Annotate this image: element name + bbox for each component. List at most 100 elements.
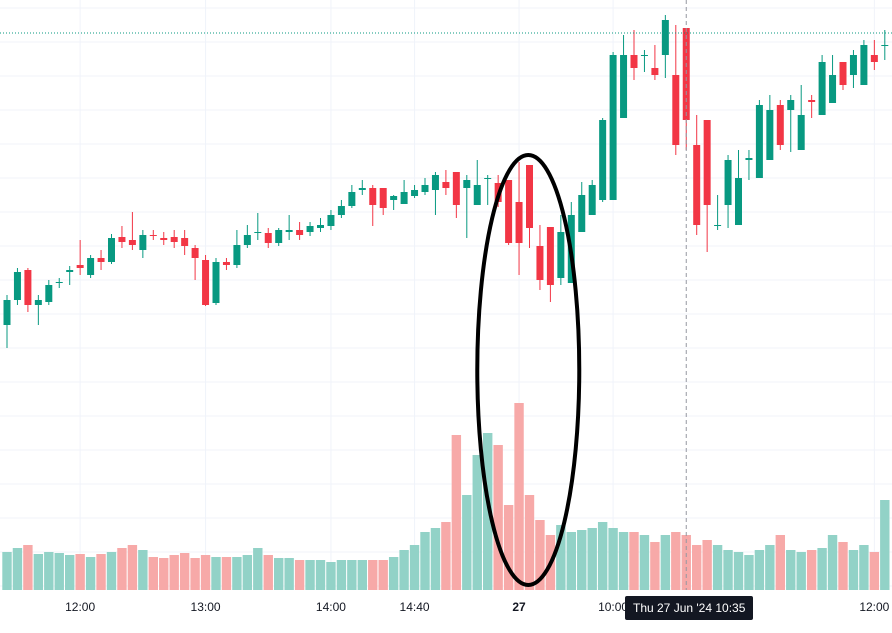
candle-body bbox=[808, 100, 816, 102]
volume-bar bbox=[723, 550, 733, 590]
volume-bar bbox=[336, 560, 347, 590]
x-tick-label: 14:40 bbox=[399, 600, 430, 614]
volume-bar bbox=[190, 558, 200, 590]
volume-bar bbox=[535, 520, 545, 590]
volume-bar bbox=[566, 532, 576, 590]
candle-body bbox=[515, 202, 523, 243]
candle-body bbox=[860, 45, 868, 85]
volume-bar bbox=[671, 532, 681, 590]
volume-bar bbox=[597, 522, 608, 590]
volume-bar bbox=[712, 545, 723, 590]
candle-body bbox=[191, 248, 199, 258]
candle-body bbox=[546, 227, 554, 285]
volume-bars bbox=[2, 403, 890, 590]
candle-body bbox=[108, 238, 115, 262]
candle-body bbox=[849, 55, 857, 75]
candle-body bbox=[505, 180, 513, 243]
volume-bar bbox=[514, 403, 524, 590]
candle-body bbox=[149, 235, 157, 236]
volume-bar bbox=[827, 535, 838, 590]
volume-bar bbox=[848, 550, 859, 590]
candle-body bbox=[202, 260, 210, 305]
candle-body bbox=[766, 110, 774, 160]
candle-body bbox=[829, 75, 837, 103]
volume-bar bbox=[159, 558, 169, 590]
candle-body bbox=[745, 158, 753, 160]
volume-bar bbox=[326, 562, 336, 590]
volume-bar bbox=[629, 532, 639, 590]
candle-body bbox=[640, 55, 648, 56]
volume-bar bbox=[765, 545, 775, 590]
volume-bar bbox=[169, 555, 179, 590]
volume-bar bbox=[796, 552, 806, 590]
volume-bar bbox=[430, 528, 441, 590]
volume-bar bbox=[284, 558, 294, 590]
volume-bar bbox=[577, 530, 587, 590]
volume-bar bbox=[608, 528, 618, 590]
volume-bar bbox=[503, 505, 514, 590]
volume-bar bbox=[880, 500, 890, 590]
candle-body bbox=[3, 300, 11, 325]
candle-body bbox=[55, 282, 63, 283]
volume-bar bbox=[441, 522, 451, 590]
volume-bar bbox=[179, 553, 190, 590]
candle-body bbox=[557, 232, 565, 278]
volume-bar bbox=[65, 555, 75, 590]
candle-body bbox=[620, 55, 628, 118]
candle-body bbox=[776, 105, 784, 145]
candle-body bbox=[76, 265, 84, 268]
x-tick-label: 13:00 bbox=[190, 600, 221, 614]
candle-body bbox=[651, 68, 659, 75]
volume-bar bbox=[232, 557, 242, 590]
candle-body bbox=[390, 196, 398, 200]
candle-body bbox=[484, 178, 492, 179]
candle-body bbox=[473, 185, 481, 205]
volume-bar bbox=[786, 550, 796, 590]
volume-bar bbox=[733, 552, 744, 590]
x-tick-label: 10:00 bbox=[598, 600, 629, 614]
candle-body bbox=[34, 300, 42, 305]
candle-body bbox=[170, 237, 178, 242]
candle-body bbox=[870, 55, 878, 62]
volume-bar bbox=[702, 540, 712, 590]
candle-body bbox=[317, 225, 324, 228]
candle-body bbox=[442, 182, 450, 188]
volume-bar bbox=[54, 553, 64, 590]
volume-bar bbox=[817, 548, 827, 590]
candle-body bbox=[463, 180, 471, 188]
candle-body bbox=[254, 232, 262, 233]
volume-bar bbox=[869, 552, 880, 590]
candle-body bbox=[243, 235, 251, 245]
candle-body bbox=[400, 192, 408, 204]
volume-bar bbox=[618, 532, 629, 590]
candle-body bbox=[421, 185, 429, 192]
volume-bar bbox=[775, 535, 785, 590]
candle-body bbox=[327, 215, 335, 226]
candle-body bbox=[588, 185, 596, 215]
candle-body bbox=[97, 258, 105, 262]
volume-bar bbox=[754, 550, 765, 590]
candle-body bbox=[536, 246, 544, 280]
volume-bar bbox=[274, 558, 284, 590]
candle-body bbox=[306, 226, 314, 232]
candle-body bbox=[787, 100, 795, 110]
volume-bar bbox=[44, 552, 54, 590]
candle-body bbox=[703, 120, 711, 205]
candles bbox=[3, 15, 889, 348]
ellipse-annotation[interactable] bbox=[475, 153, 582, 587]
volume-bar bbox=[347, 560, 357, 590]
x-tick-label: 12:00 bbox=[859, 600, 890, 614]
candle-body bbox=[264, 233, 272, 243]
candle-body bbox=[672, 75, 680, 145]
volume-bar bbox=[378, 560, 388, 590]
candle-body bbox=[13, 272, 21, 300]
candle-body bbox=[45, 285, 53, 302]
candle-body bbox=[66, 270, 74, 272]
volume-bar bbox=[692, 545, 702, 590]
candle-body bbox=[233, 245, 241, 265]
volume-bar bbox=[744, 555, 754, 590]
volume-bar bbox=[859, 545, 869, 590]
volume-bar bbox=[399, 550, 409, 590]
candle-body bbox=[285, 230, 293, 232]
